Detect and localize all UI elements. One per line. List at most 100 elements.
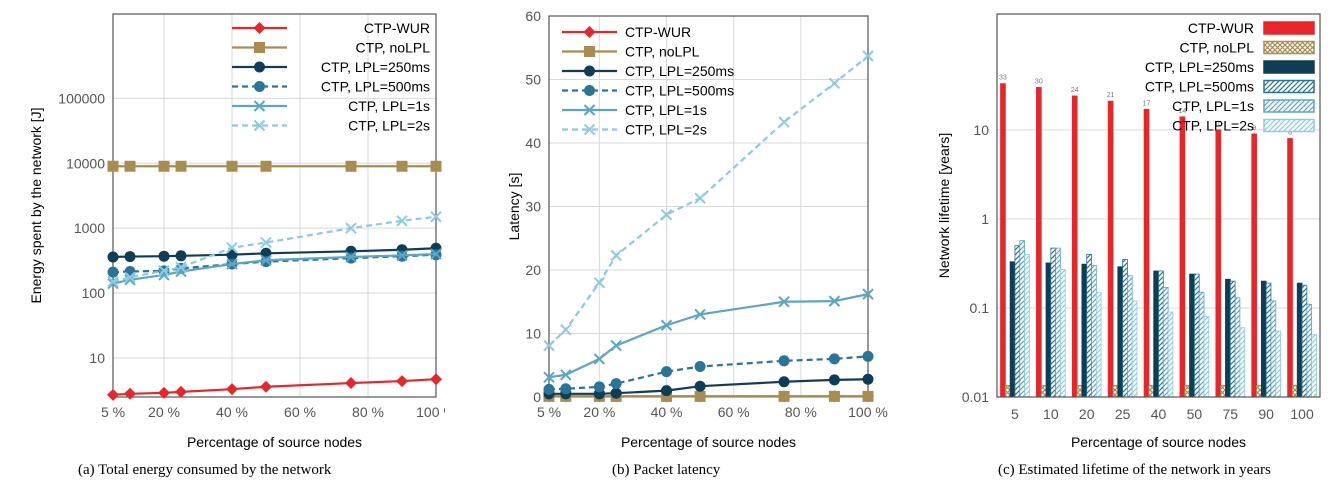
- x-tick-label: 40 %: [216, 404, 248, 420]
- y-tick-label: 0.1: [970, 300, 990, 316]
- legend-item: CTP, noLPL: [1180, 40, 1315, 56]
- bar-ctp-lpl-2s: [1131, 300, 1138, 398]
- series-ctp-lpl-2s: [543, 50, 874, 352]
- data-point: [260, 160, 272, 172]
- y-tick-label: 20: [525, 262, 541, 278]
- legend-swatch: [1263, 60, 1315, 74]
- series-line: [548, 355, 869, 391]
- bar-ctp-wur: [1251, 133, 1257, 398]
- data-point: [862, 373, 874, 385]
- y-tick-label: 100: [82, 285, 106, 301]
- x-tick-label: 90: [1258, 406, 1274, 422]
- bar-ctp-nolpl: [1148, 384, 1155, 398]
- data-point: [226, 241, 238, 254]
- data-point: [260, 380, 272, 393]
- x-tick-label: 80 %: [785, 404, 817, 420]
- plot-frame: [112, 13, 437, 398]
- legend-marker: [584, 85, 595, 96]
- data-point: [396, 215, 408, 227]
- series-ctp-nolpl: [107, 160, 442, 172]
- legend-label: CTP, noLPL: [356, 40, 431, 56]
- legend-label: CTP-WUR: [364, 20, 430, 36]
- data-point: [107, 160, 119, 172]
- data-point: [543, 371, 555, 384]
- bar-ctp-nolpl: [1256, 384, 1262, 398]
- bar-ctp-lpl-1s: [1270, 300, 1277, 398]
- x-tick-label: 100 %: [848, 404, 888, 420]
- legend-marker: [583, 123, 596, 136]
- data-point: [661, 366, 673, 378]
- bar-ctp-wur: [1143, 108, 1150, 398]
- data-point: [862, 50, 874, 62]
- legend-item: CTP-WUR: [232, 20, 430, 36]
- series-ctp-lpl-500ms: [543, 350, 874, 395]
- data-point: [396, 160, 408, 172]
- y-tick-label: 0: [533, 389, 541, 405]
- bar-data-label: 33: [999, 75, 1007, 82]
- x-tick-label: 20 %: [583, 404, 615, 420]
- legend-swatch: [1263, 40, 1315, 55]
- legend-item: CTP, LPL=250ms: [232, 59, 430, 75]
- legend-label: CTP, LPL=500ms: [625, 83, 734, 99]
- data-point: [430, 211, 442, 223]
- legend-item: CTP, LPL=2s: [232, 118, 430, 134]
- data-point: [593, 276, 606, 289]
- data-point: [430, 160, 442, 172]
- x-tick-label: 25: [1115, 406, 1131, 422]
- legend-item: CTP, LPL=250ms: [562, 63, 734, 79]
- x-tick-label: 10: [1043, 406, 1059, 422]
- data-point: [226, 249, 238, 261]
- legend-item: CTP, LPL=1s: [562, 102, 707, 118]
- bar-ctp-lpl-500ms: [1301, 284, 1308, 398]
- data-point: [694, 390, 706, 402]
- y-tick-label: 1: [981, 211, 989, 227]
- data-point: [610, 339, 622, 352]
- x-tick-label: 20: [1079, 406, 1095, 422]
- bar-ctp-nolpl: [1292, 384, 1298, 398]
- caption-latency: (b) Packet latency: [612, 462, 721, 478]
- legend-marker: [583, 26, 596, 38]
- data-point: [660, 209, 673, 221]
- series-ctp-nolpl: [543, 390, 874, 402]
- data-point: [345, 160, 357, 172]
- bar-ctp-lpl-500ms: [1122, 259, 1128, 398]
- bar-ctp-lpl-1s: [1055, 247, 1061, 398]
- data-point: [694, 192, 706, 204]
- x-tick-label: 40 %: [651, 404, 683, 420]
- bar-ctp-wur: [1287, 138, 1293, 398]
- data-point: [158, 269, 170, 281]
- bar-ctp-wur: [1036, 86, 1042, 398]
- legend-label: CTP, LPL=250ms: [625, 63, 734, 79]
- bar-ctp-lpl-250ms: [1045, 262, 1052, 398]
- bar-ctp-lpl-2s: [1311, 334, 1317, 398]
- data-point: [260, 236, 272, 249]
- bar-ctp-lpl-1s: [1234, 297, 1241, 398]
- data-point: [396, 375, 408, 388]
- plot-frame: [996, 13, 1321, 398]
- caption-energy: (a) Total energy consumed by the network: [78, 462, 332, 478]
- series-ctp-lpl-1s: [107, 248, 442, 290]
- data-point: [694, 308, 706, 321]
- data-point: [260, 254, 272, 266]
- data-point: [158, 386, 170, 399]
- data-point: [175, 250, 187, 262]
- legend-label: CTP-WUR: [1188, 20, 1254, 36]
- data-point: [345, 377, 357, 390]
- y-tick-label: 60: [525, 8, 541, 24]
- legend-marker: [584, 46, 595, 57]
- bar-ctp-nolpl: [1184, 384, 1190, 398]
- x-tick-label: 20 %: [148, 404, 180, 420]
- data-point: [778, 355, 790, 367]
- data-point: [828, 353, 840, 365]
- bar-ctp-wur: [1000, 83, 1006, 398]
- data-point: [862, 288, 874, 300]
- latency-chart: 0 10 20 30 40 50 60 5 % 20 % 40 % 60 % 80 % 100 % Per…: [506, 8, 888, 450]
- bar-ctp-lpl-250ms: [1296, 282, 1303, 398]
- bar-ctp-lpl-2s: [1095, 291, 1102, 398]
- bar-ctp-lpl-1s: [1127, 275, 1133, 398]
- data-point: [828, 390, 840, 402]
- legend-item: CTP, LPL=500ms: [232, 79, 430, 95]
- data-point: [345, 222, 357, 234]
- y-tick-label: 100000: [58, 90, 105, 106]
- legend-label: CTP, LPL=250ms: [1145, 59, 1254, 75]
